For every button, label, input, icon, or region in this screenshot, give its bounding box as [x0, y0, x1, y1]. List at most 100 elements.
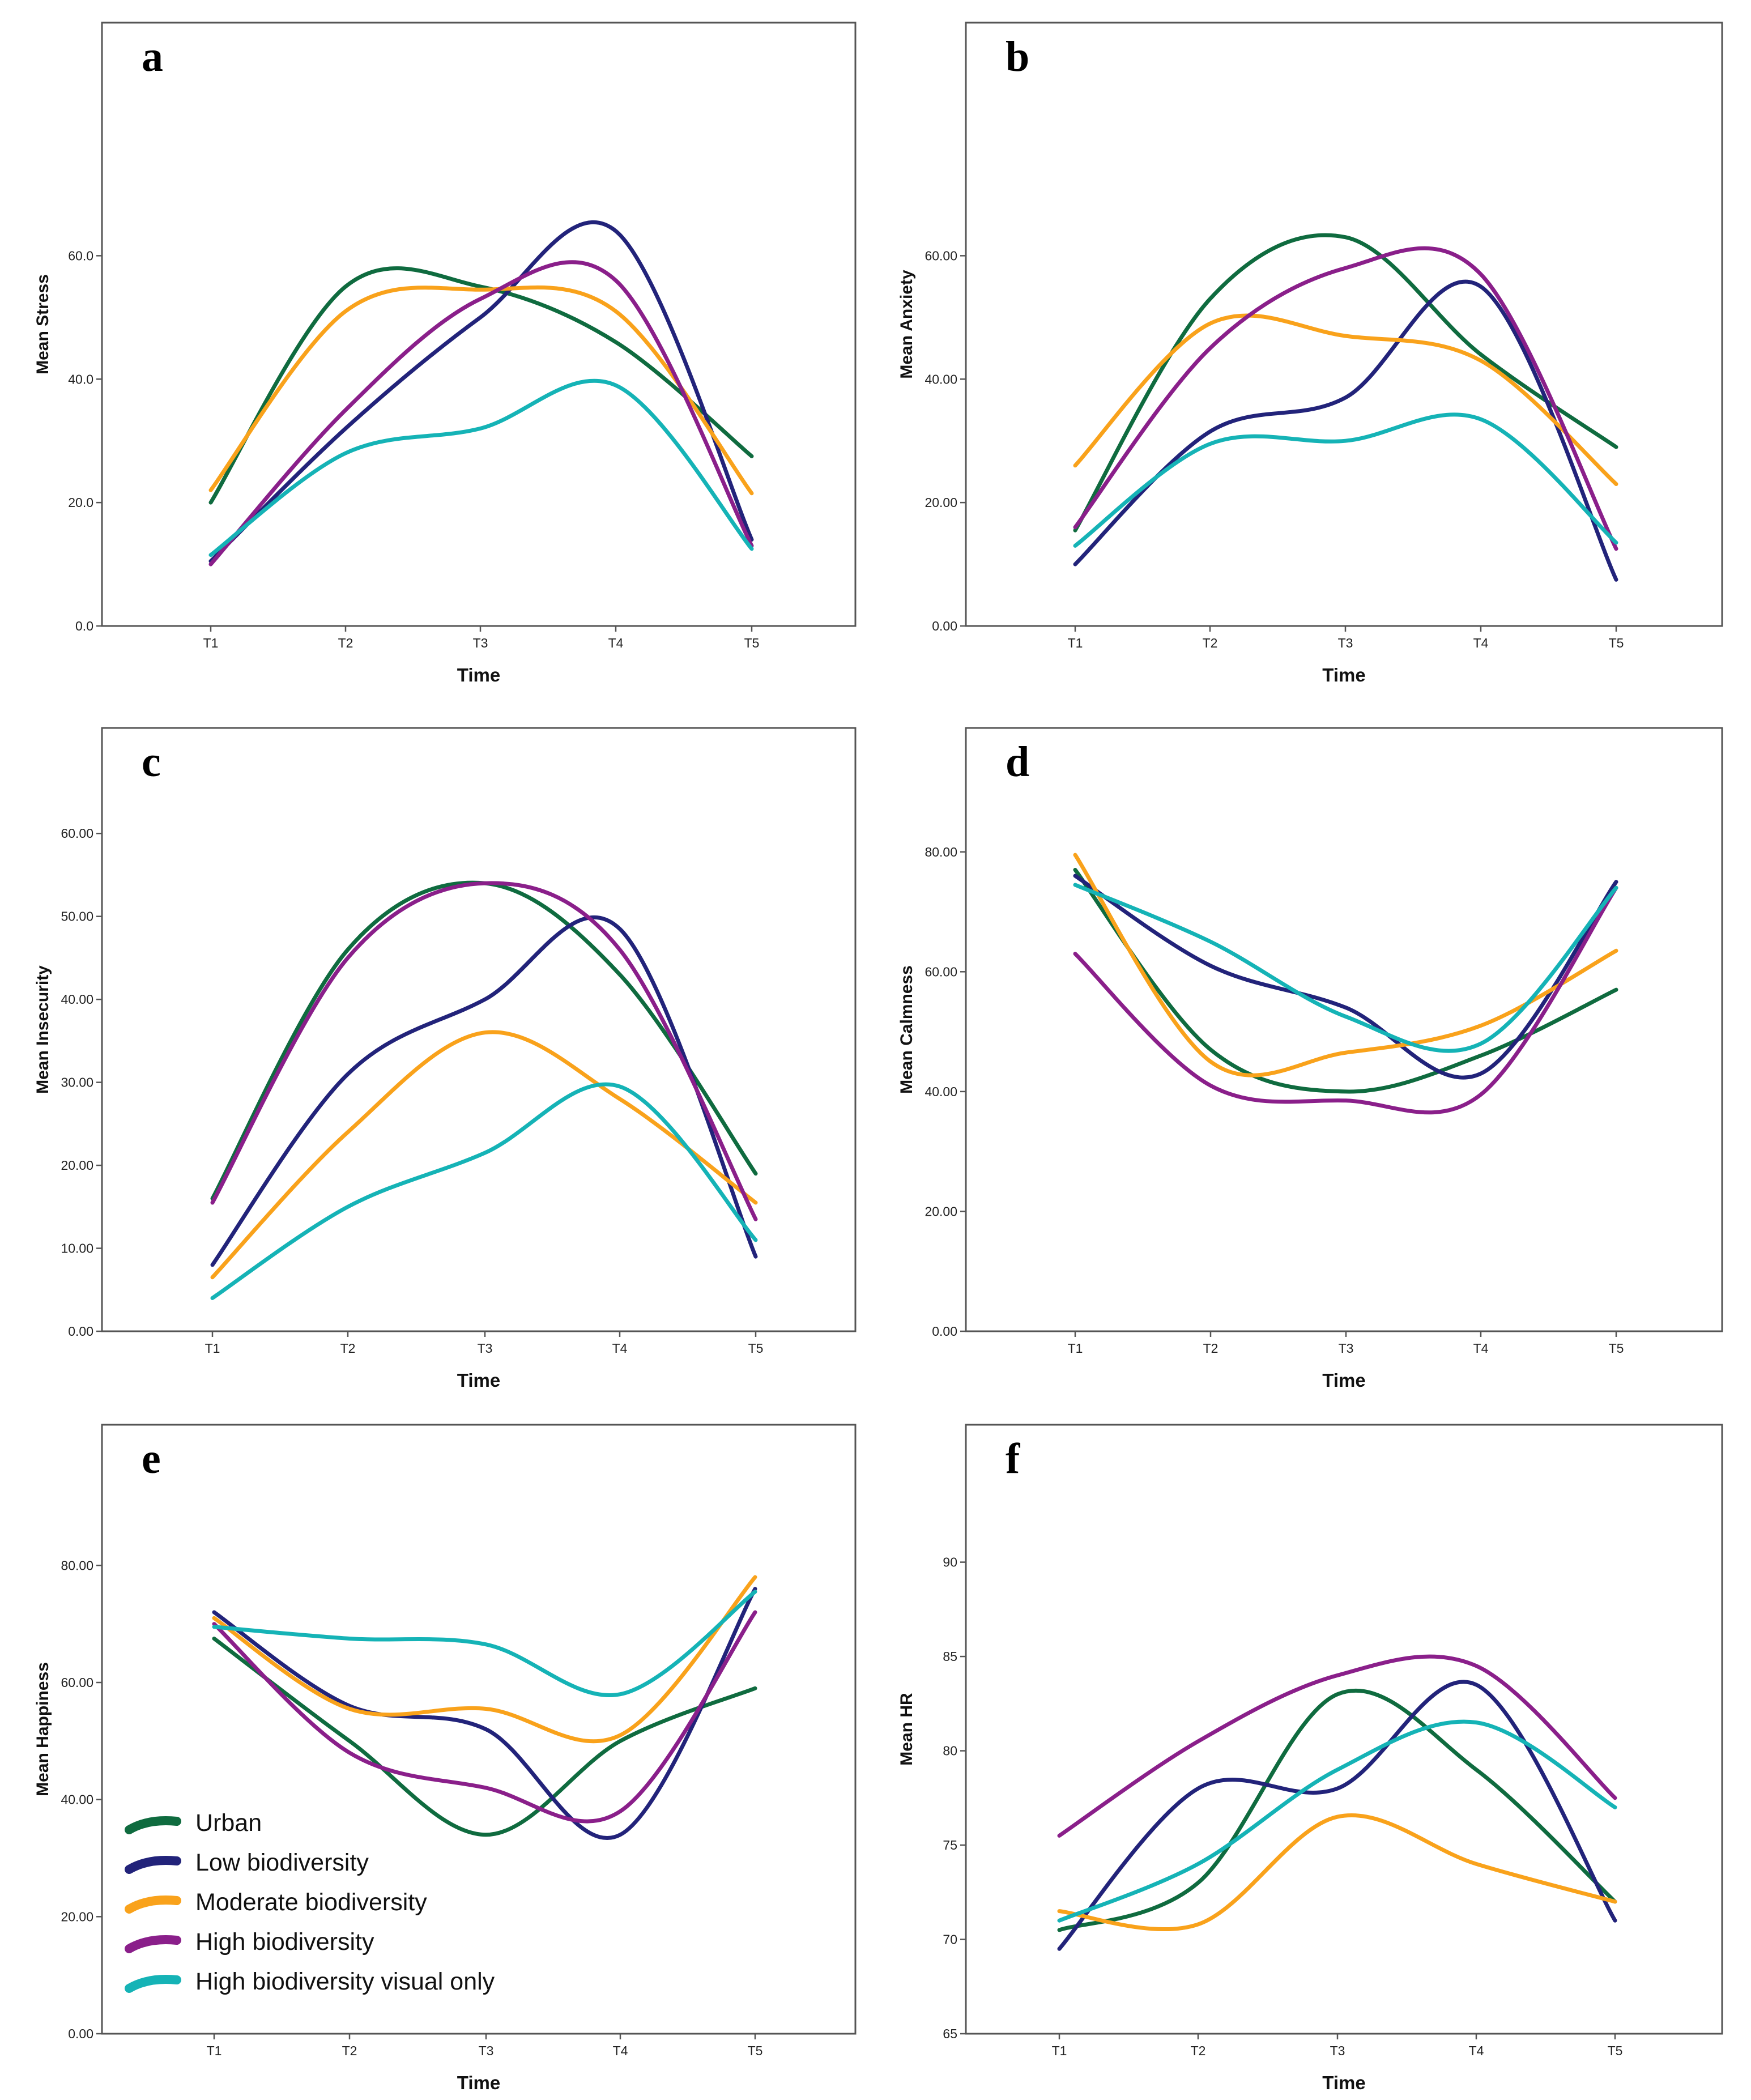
y-tick-label: 40.00: [925, 372, 957, 386]
series-line-urban: [208, 266, 754, 505]
chart-panel-a: 0.0 20.0 40.0 60.0 T1 T2 T3 T4 T5 Time Mean Stress…: [33, 22, 857, 685]
legend-label: High biodiversity visual only: [195, 1968, 495, 1995]
x-tick-label: T1: [1068, 636, 1083, 650]
series-lines: [212, 1575, 757, 1841]
series-line-low-biodiversity: [1073, 874, 1618, 1080]
y-tick-label: 60.00: [925, 964, 957, 979]
y-tick-label: 60.0: [68, 248, 93, 263]
plot-frame: [965, 1424, 1723, 2035]
x-tick-label: T5: [1609, 1341, 1624, 1356]
x-tick-label: T1: [203, 636, 219, 650]
plot-frame: [965, 727, 1723, 1332]
y-axis-title: Mean Stress: [33, 274, 52, 374]
x-axis-title: Time: [457, 2072, 500, 2093]
y-tick-label: 40.00: [61, 992, 93, 1007]
series-line-moderate-biodiversity: [1073, 313, 1618, 486]
x-tick-label: T3: [1339, 1341, 1354, 1356]
x-tick-label: T5: [748, 2043, 763, 2058]
series-line-low-biodiversity: [212, 1587, 757, 1841]
y-axis-title: Mean HR: [897, 1693, 916, 1766]
series-line-low-biodiversity: [208, 220, 754, 564]
legend-swatch: [125, 1935, 181, 1953]
plot-frame: [101, 727, 857, 1332]
x-tick-label: T1: [1052, 2043, 1067, 2058]
chart-panel-f: 65 70 75 80 85 90 T1 T2 T3 T4 T5 Time Mean HR f: [897, 1424, 1723, 2093]
chart-panel-c: 0.00 10.00 20.00 30.00 40.00 50.00 60.00 T1 T2 T3…: [33, 727, 857, 1391]
legend-item: Low biodiversity: [125, 1849, 369, 1876]
y-tick-label: 0.0: [75, 619, 93, 633]
chart-panel-d: 0.00 20.00 40.00 60.00 80.00 T1 T2 T3 T4 T5 Time Me…: [897, 727, 1723, 1391]
y-tick-label: 0.00: [68, 2026, 93, 2041]
y-axis-title: Mean Insecurity: [33, 965, 52, 1094]
y-axis-title: Mean Happiness: [33, 1662, 52, 1796]
x-axis-title: Time: [457, 1370, 500, 1391]
y-tick-label: 85: [943, 1649, 957, 1664]
plot-frame: [101, 22, 857, 627]
x-axis-title: Time: [1322, 1370, 1365, 1391]
x-tick-label: T5: [744, 636, 760, 650]
chart-panel-b: 0.00 20.00 40.00 60.00 T1 T2 T3 T4 T5 Time Mean An…: [897, 22, 1723, 685]
series-line-moderate-biodiversity: [1073, 853, 1618, 1077]
legend-swatch: [125, 1856, 181, 1874]
y-tick-label: 0.00: [932, 619, 957, 633]
series-lines: [208, 220, 754, 566]
legend-item: Urban: [125, 1809, 262, 1837]
y-tick-label: 10.00: [61, 1241, 93, 1256]
x-tick-label: T4: [1473, 1341, 1489, 1356]
y-tick-label: 20.00: [925, 1204, 957, 1219]
series-line-low-biodiversity: [1057, 1680, 1617, 1951]
y-tick-label: 60.00: [925, 248, 957, 263]
y-tick-label: 20.00: [61, 1158, 93, 1173]
x-tick-label: T3: [1338, 636, 1353, 650]
series-line-high-biodiversity-visual-only: [1073, 412, 1618, 548]
y-tick-label: 65: [943, 2026, 957, 2041]
x-tick-label: T5: [1608, 2043, 1623, 2058]
y-tick-label: 20.00: [61, 1909, 93, 1924]
y-tick-label: 80.00: [925, 845, 957, 859]
series-lines: [1073, 853, 1618, 1115]
x-tick-label: T2: [338, 636, 353, 650]
y-tick-label: 40.00: [925, 1084, 957, 1099]
x-tick-label: T5: [748, 1341, 764, 1356]
series-lines: [1073, 233, 1618, 582]
x-axis-title: Time: [1322, 664, 1365, 685]
y-tick-label: 40.00: [61, 1792, 93, 1807]
panel-letter-b: b: [1006, 33, 1029, 80]
series-line-high-biodiversity: [1073, 885, 1618, 1115]
x-tick-label: T3: [473, 636, 488, 650]
legend: Urban Low biodiversity Moderate biodiversi…: [125, 1809, 495, 1995]
y-axis-title: Mean Anxiety: [897, 270, 916, 379]
series-line-urban: [1057, 1688, 1617, 1932]
panel-letter-c: c: [142, 738, 161, 786]
series-line-moderate-biodiversity: [210, 1030, 758, 1280]
x-tick-label: T4: [612, 1341, 628, 1356]
series-line-high-biodiversity: [1057, 1654, 1617, 1838]
x-axis-title: Time: [1322, 2072, 1365, 2093]
series-line-high-biodiversity-visual-only: [1057, 1719, 1617, 1923]
x-tick-label: T1: [1068, 1341, 1083, 1356]
y-tick-label: 30.00: [61, 1075, 93, 1090]
x-tick-label: T1: [205, 1341, 220, 1356]
series-line-moderate-biodiversity: [1057, 1813, 1617, 1932]
x-tick-label: T5: [1609, 636, 1624, 650]
legend-swatch: [125, 1975, 181, 1993]
legend-label: Low biodiversity: [195, 1849, 369, 1876]
x-tick-label: T3: [479, 2043, 494, 2058]
series-line-high-biodiversity: [208, 260, 754, 566]
legend-label: Moderate biodiversity: [195, 1889, 427, 1916]
series-lines: [210, 880, 758, 1300]
series-line-low-biodiversity: [210, 915, 758, 1267]
x-tick-label: T2: [1203, 636, 1218, 650]
x-tick-label: T2: [1191, 2043, 1206, 2058]
x-tick-label: T3: [478, 1341, 493, 1356]
y-tick-label: 40.0: [68, 372, 93, 386]
x-axis-title: Time: [457, 664, 500, 685]
series-line-high-biodiversity-visual-only: [208, 378, 754, 557]
y-tick-label: 60.00: [61, 1675, 93, 1690]
y-tick-label: 50.00: [61, 909, 93, 924]
y-tick-label: 20.00: [925, 495, 957, 510]
series-lines: [1057, 1654, 1617, 1951]
series-line-moderate-biodiversity: [212, 1575, 757, 1744]
panel-letter-e: e: [142, 1435, 161, 1483]
